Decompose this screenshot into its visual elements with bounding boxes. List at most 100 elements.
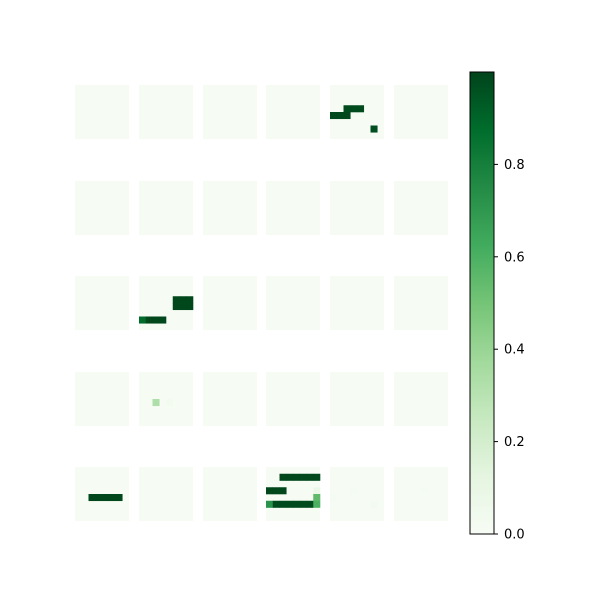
panel-background — [394, 372, 448, 426]
heatmap-panel-r3-c2 — [203, 372, 257, 426]
heatmap-panel-r2-c5 — [394, 276, 448, 330]
colorbar-tick-label: 0.8 — [504, 158, 525, 173]
heatmap-panel-r1-c2 — [203, 181, 257, 235]
heatmap-cell — [102, 494, 110, 502]
colorbar-ticks: 0.0 0.2 0.4 0.6 0.8 — [494, 158, 525, 543]
heatmap-cell — [306, 500, 314, 508]
panel-background — [394, 276, 448, 330]
panel-background — [266, 85, 320, 139]
heatmap-panel-r4-c1 — [139, 467, 193, 521]
heatmap-panel-r4-c4 — [330, 467, 384, 521]
heatmap-cell — [313, 494, 321, 502]
colorbar: 0.0 0.2 0.4 0.6 0.8 — [469, 71, 525, 543]
heatmap-panel-r3-c4 — [330, 372, 384, 426]
heatmap-cell — [299, 473, 307, 481]
heatmap-cell — [279, 473, 287, 481]
heatmap-panel-r4-c2 — [203, 467, 257, 521]
heatmap-cell — [313, 473, 321, 481]
heatmap-cell — [357, 105, 365, 113]
heatmap-cell — [152, 316, 160, 324]
heatmap-panel-r3-c1 — [139, 372, 193, 426]
panel-background — [139, 85, 193, 139]
heatmap-panel-r0-c3 — [266, 85, 320, 139]
heatmap-cell — [166, 399, 174, 407]
panel-background — [330, 181, 384, 235]
heatmap-cell — [286, 473, 294, 481]
heatmap-panel-r1-c3 — [266, 181, 320, 235]
panel-background — [203, 276, 257, 330]
heatmap-cell — [266, 500, 274, 508]
colorbar-tick-label: 0.2 — [504, 435, 525, 450]
heatmap-panel-r0-c2 — [203, 85, 257, 139]
colorbar-gradient — [470, 72, 494, 534]
colorbar-tick-label: 0.0 — [504, 528, 525, 543]
heatmap-panel-r2-c4 — [330, 276, 384, 330]
heatmap-cell — [139, 316, 147, 324]
heatmap-cell — [400, 494, 408, 502]
heatmap-cell — [330, 112, 338, 120]
heatmap-cell — [350, 487, 358, 495]
heatmap-cell — [145, 316, 153, 324]
heatmap-cell — [343, 112, 351, 120]
panel-background — [203, 181, 257, 235]
panel-background — [266, 276, 320, 330]
heatmap-panel-r0-c4 — [330, 85, 384, 139]
heatmap-panel-r3-c5 — [394, 372, 448, 426]
heatmap-cell — [152, 399, 160, 407]
panel-background — [394, 85, 448, 139]
panel-background — [75, 276, 129, 330]
panel-background — [203, 467, 257, 521]
heatmap-cell — [279, 500, 287, 508]
heatmap-cell — [159, 316, 167, 324]
panel-background — [203, 372, 257, 426]
heatmap-cell — [370, 125, 378, 133]
heatmap-cell — [293, 473, 301, 481]
heatmap-cell — [306, 473, 314, 481]
heatmap-cell — [179, 303, 187, 311]
panel-background — [75, 372, 129, 426]
panel-background — [75, 181, 129, 235]
heatmap-cell — [186, 296, 194, 304]
heatmap-cell — [343, 105, 351, 113]
heatmap-cell — [272, 487, 280, 495]
heatmap-cell — [172, 296, 180, 304]
heatmap-cell — [88, 494, 96, 502]
panel-background — [139, 467, 193, 521]
heatmap-cell — [370, 500, 378, 508]
heatmap-cell — [279, 487, 287, 495]
heatmap-cell — [313, 487, 321, 495]
heatmap-panel-r3-c3 — [266, 372, 320, 426]
heatmap-panel-r4-c5 — [394, 467, 448, 521]
heatmap-panel-r4-c0 — [75, 467, 129, 521]
heatmap-cell — [286, 500, 294, 508]
heatmap-panel-r2-c1 — [139, 276, 194, 330]
heatmap-cell — [299, 500, 307, 508]
heatmap-cell — [313, 500, 321, 508]
heatmap-cell — [421, 487, 429, 495]
heatmap-panel-r0-c0 — [75, 85, 129, 139]
panel-background — [394, 181, 448, 235]
heatmap-cell — [108, 494, 116, 502]
colorbar-tick-label: 0.4 — [504, 343, 525, 358]
heatmap-panel-r0-c1 — [139, 85, 193, 139]
heatmap-panel-r1-c1 — [139, 181, 193, 235]
heatmap-cell — [336, 112, 344, 120]
panel-background — [139, 181, 193, 235]
panel-background — [266, 372, 320, 426]
heatmap-cell — [266, 487, 274, 495]
heatmap-panel-r2-c0 — [75, 276, 129, 330]
panel-background — [330, 276, 384, 330]
heatmap-cell — [272, 500, 280, 508]
heatmap-panel-r3-c0 — [75, 372, 129, 426]
heatmap-cell — [293, 500, 301, 508]
heatmap-cell — [330, 494, 338, 502]
panel-background — [330, 372, 384, 426]
heatmap-panel-r4-c3 — [266, 467, 321, 521]
heatmap-cell — [172, 303, 180, 311]
heatmap-panel-r2-c2 — [203, 276, 257, 330]
heatmap-panel-r1-c4 — [330, 181, 384, 235]
colorbar-frame — [469, 71, 495, 535]
heatmap-panel-r1-c0 — [75, 181, 129, 235]
